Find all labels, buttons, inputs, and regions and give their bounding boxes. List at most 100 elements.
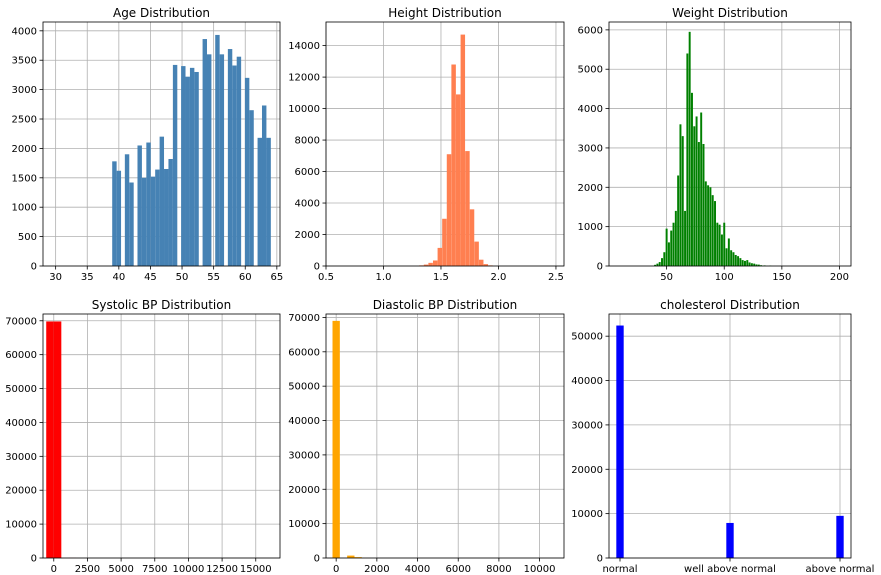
histogram-bar bbox=[354, 557, 362, 558]
y-tick-label: 60000 bbox=[288, 347, 320, 358]
y-tick-label: 2000 bbox=[295, 230, 320, 241]
y-tick-label: 10000 bbox=[571, 509, 603, 520]
x-tick-label: 8000 bbox=[486, 564, 511, 575]
histogram-bar bbox=[616, 325, 624, 558]
x-tick-label: 45 bbox=[144, 272, 157, 283]
x-tick-label: 10000 bbox=[524, 564, 556, 575]
histogram-bar bbox=[667, 242, 670, 266]
y-tick-label: 0 bbox=[597, 554, 603, 565]
axes-frame bbox=[42, 21, 281, 267]
x-tick-label: 40 bbox=[112, 272, 125, 283]
y-tick-label: 10000 bbox=[288, 519, 320, 530]
x-tick-label: 2.5 bbox=[548, 272, 564, 283]
histogram-bar bbox=[704, 181, 707, 266]
x-tick-label: 60 bbox=[239, 272, 252, 283]
histogram-bar bbox=[686, 53, 689, 266]
histogram-bar bbox=[46, 321, 54, 558]
histogram-bar bbox=[164, 168, 169, 266]
histogram-bar bbox=[189, 67, 195, 267]
y-tick-label: 1000 bbox=[12, 203, 37, 214]
x-tick-label: 30 bbox=[49, 272, 62, 283]
histogram-bar bbox=[734, 254, 737, 266]
histogram-bar bbox=[168, 158, 173, 266]
histogram-bar bbox=[679, 124, 682, 267]
histogram-bar bbox=[688, 31, 691, 266]
y-tick-label: 0 bbox=[314, 262, 320, 273]
histogram-bar bbox=[654, 264, 657, 266]
histogram-bar bbox=[150, 176, 156, 266]
y-tick-label: 0 bbox=[597, 262, 603, 273]
histogram-bar bbox=[716, 222, 719, 266]
x-tick-label: 1.5 bbox=[433, 272, 449, 283]
histogram-bar bbox=[723, 222, 726, 266]
histogram-bar bbox=[690, 92, 693, 266]
histogram-bar bbox=[159, 136, 165, 266]
histogram-bar bbox=[129, 182, 134, 266]
histogram-bar bbox=[684, 210, 687, 266]
y-tick-label: 2000 bbox=[12, 144, 37, 155]
chart-title: Height Distribution bbox=[388, 6, 502, 20]
y-tick-label: 500 bbox=[18, 232, 37, 243]
histogram-bar bbox=[753, 263, 756, 266]
histogram-bar bbox=[693, 126, 696, 267]
histogram-bar bbox=[483, 264, 489, 266]
histogram-bar bbox=[141, 177, 147, 266]
histogram-bar bbox=[185, 76, 190, 266]
x-tick-label: 0.5 bbox=[318, 272, 334, 283]
subplot-5: Diastolic BP Distribution 0 2000 4000 6000 80… bbox=[288, 298, 565, 575]
histogram-bar bbox=[465, 151, 470, 266]
histogram-bar bbox=[474, 241, 479, 266]
histogram-bar bbox=[446, 154, 452, 266]
y-tick-label: 1000 bbox=[578, 222, 603, 233]
y-tick-label: 14000 bbox=[288, 41, 320, 52]
y-tick-label: 20000 bbox=[288, 485, 320, 496]
x-tick-label: 12500 bbox=[206, 564, 238, 575]
subplot-2: Height Distribution 0.5 1.0 1.5 2.0 2.5 0 2000 4… bbox=[288, 6, 565, 283]
y-tick-label: 3000 bbox=[578, 143, 603, 154]
histogram-bar bbox=[720, 234, 723, 266]
histogram-bar bbox=[172, 64, 178, 267]
x-tick-label: 4000 bbox=[405, 564, 430, 575]
histogram-bar bbox=[725, 248, 728, 266]
y-tick-label: 6000 bbox=[295, 167, 320, 178]
y-tick-label: 30000 bbox=[5, 452, 37, 463]
histogram-bar bbox=[695, 116, 698, 266]
histogram-bar bbox=[697, 142, 700, 266]
chart-title: Weight Distribution bbox=[672, 6, 788, 20]
y-tick-label: 10000 bbox=[288, 104, 320, 115]
x-tick-label: 2500 bbox=[75, 564, 100, 575]
x-tick-label: 0 bbox=[51, 564, 57, 575]
axes-frame bbox=[325, 313, 565, 559]
chart-title: cholesterol Distribution bbox=[660, 298, 800, 312]
histogram-bar bbox=[219, 54, 225, 267]
histogram-bar bbox=[428, 262, 433, 266]
y-tick-label: 0 bbox=[31, 554, 37, 565]
histogram-bar bbox=[670, 230, 673, 266]
histogram-bar bbox=[266, 137, 271, 266]
histogram-bar bbox=[672, 222, 675, 266]
x-tick-label: 2000 bbox=[364, 564, 389, 575]
histogram-bar bbox=[437, 247, 443, 266]
histogram-bar bbox=[714, 201, 716, 266]
y-tick-label: 10000 bbox=[5, 520, 37, 531]
histogram-bar bbox=[656, 263, 659, 266]
histogram-bar bbox=[469, 209, 475, 266]
x-tick-label: 55 bbox=[207, 272, 220, 283]
x-tick-label: well above normal bbox=[684, 564, 776, 575]
y-tick-label: 4000 bbox=[295, 199, 320, 210]
histogram-bar bbox=[658, 262, 661, 266]
histogram-bar bbox=[455, 94, 461, 266]
y-tick-label: 2000 bbox=[578, 183, 603, 194]
histogram-bar bbox=[744, 260, 746, 266]
histogram-bar bbox=[451, 64, 456, 266]
x-tick-label: above normal bbox=[806, 564, 875, 575]
x-tick-label: 200 bbox=[830, 272, 849, 283]
y-tick-label: 5000 bbox=[578, 65, 603, 76]
y-tick-label: 6000 bbox=[578, 25, 603, 36]
histogram-bar bbox=[739, 258, 742, 266]
y-tick-label: 20000 bbox=[5, 486, 37, 497]
histogram-bar bbox=[741, 260, 744, 266]
histogram-bar bbox=[677, 175, 680, 266]
y-tick-label: 50000 bbox=[571, 332, 603, 343]
y-tick-label: 8000 bbox=[295, 136, 320, 147]
